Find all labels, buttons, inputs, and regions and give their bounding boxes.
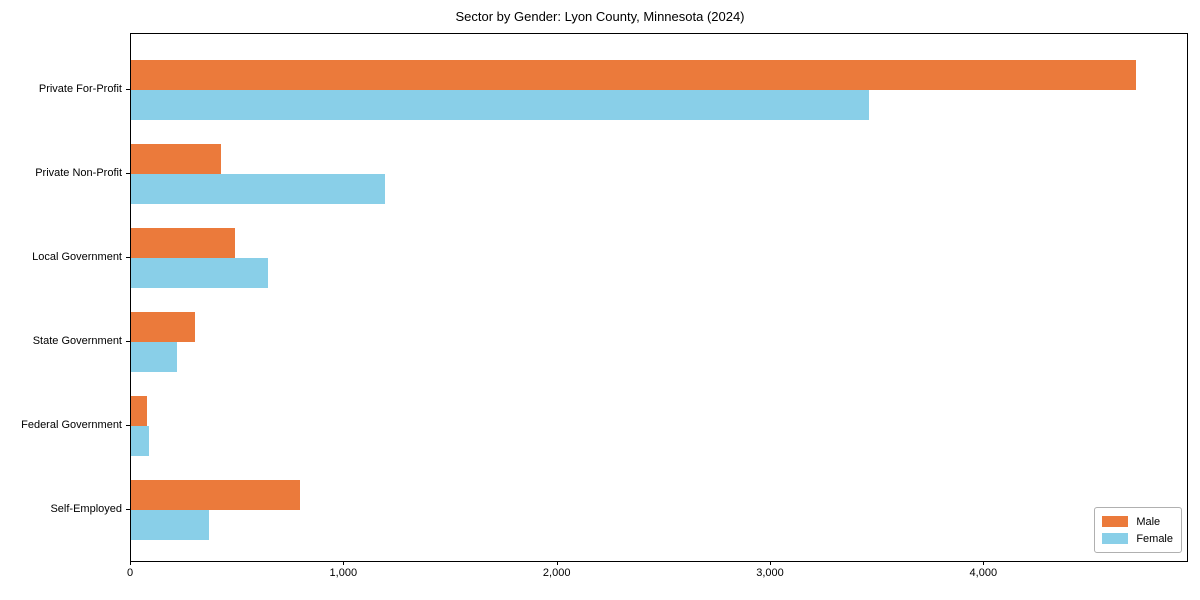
x-tick-mark	[556, 561, 558, 565]
y-axis-label-self-employed: Self-Employed	[50, 503, 122, 515]
x-tick-mark	[983, 561, 985, 565]
bar-male-self-employed	[131, 480, 300, 510]
y-tick-mark	[126, 425, 130, 426]
x-tick-label-0: 0	[126, 567, 134, 579]
y-axis-label-state-government: State Government	[32, 335, 122, 347]
y-tick-mark	[126, 89, 130, 90]
bar-female-federal-government	[131, 426, 150, 456]
legend-label-female: Female	[1136, 532, 1173, 545]
bar-female-state-government	[131, 342, 177, 372]
legend-row-female: Female	[1102, 530, 1173, 547]
x-tick-label-4-000: 4,000	[969, 567, 998, 579]
y-tick-mark	[126, 509, 130, 510]
legend-label-male: Male	[1136, 515, 1161, 528]
y-tick-mark	[126, 257, 130, 258]
bar-female-private-non-profit	[131, 174, 385, 204]
legend-swatch-female	[1102, 533, 1129, 544]
bar-female-private-for-profit	[131, 90, 870, 120]
x-tick-mark	[343, 561, 345, 565]
bar-male-state-government	[131, 312, 195, 342]
y-axis-label-local-government: Local Government	[32, 251, 122, 263]
bar-female-local-government	[131, 258, 268, 288]
x-tick-mark	[130, 561, 131, 565]
x-tick-label-3-000: 3,000	[756, 567, 784, 579]
y-tick-mark	[126, 173, 130, 174]
x-tick-label-2-000: 2,000	[542, 567, 571, 579]
plot-area: Male Female	[130, 33, 1188, 562]
chart-title: Sector by Gender: Lyon County, Minnesota…	[455, 9, 745, 24]
bar-male-local-government	[131, 228, 235, 258]
y-axis-label-federal-government: Federal Government	[21, 419, 122, 431]
bar-female-self-employed	[131, 510, 209, 540]
x-tick-mark	[770, 561, 771, 565]
y-tick-mark	[126, 341, 130, 342]
x-tick-label-1-000: 1,000	[329, 567, 358, 579]
legend-row-male: Male	[1102, 513, 1173, 530]
bar-male-private-non-profit	[131, 144, 221, 174]
y-axis-label-private-non-profit: Private Non-Profit	[35, 167, 122, 179]
bar-male-private-for-profit	[131, 60, 1136, 90]
legend: Male Female	[1094, 507, 1182, 553]
y-axis-label-private-for-profit: Private For-Profit	[38, 83, 122, 95]
legend-swatch-male	[1102, 516, 1129, 527]
bar-male-federal-government	[131, 396, 147, 426]
